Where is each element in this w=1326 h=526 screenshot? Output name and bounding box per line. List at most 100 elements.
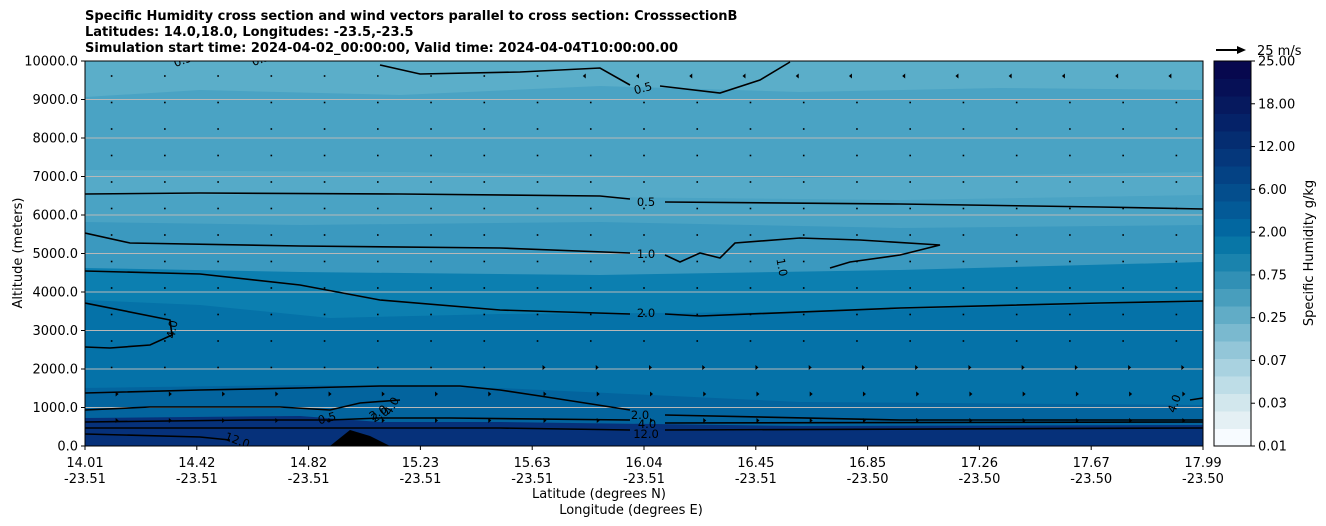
y-tick-label: 1000.0 [33,401,79,416]
wind-vector [696,207,699,210]
wind-vector [377,340,379,342]
y-tick-label: 5000.0 [33,247,79,262]
wind-vector [643,101,645,104]
colorbar-label: Specific Humidity g/kg [1302,180,1317,326]
y-tick-label: 3000.0 [33,324,79,339]
wind-vector [589,128,592,130]
wind-vector [643,313,645,316]
wind-vector [110,207,113,210]
wind-vector [749,128,752,130]
y-tick-label: 9000.0 [33,93,79,108]
wind-vector [589,340,592,342]
wind-vector [696,234,699,236]
x-tick-label-lon: -23.51 [64,472,106,487]
wind-vector [270,128,273,130]
wind-vector [848,73,852,79]
wind-vector [643,154,645,157]
x-tick-label-lon: -23.50 [1182,472,1224,487]
wind-vector [430,154,432,157]
colorbar-swatch [1214,218,1251,237]
wind-vector [755,365,759,370]
y-tick-label: 0.0 [57,440,78,455]
wind-vector [1122,260,1124,263]
colorbar-swatch [1214,61,1251,79]
contour-label: 12.0 [633,427,659,441]
wind-vector [689,73,693,79]
wind-vector [217,101,219,104]
wind-vector [377,128,379,130]
wind-vector [702,365,706,370]
y-tick-label: 10000.0 [24,55,78,70]
wind-vector [168,418,172,423]
wind-vector [217,313,219,316]
wind-vector [643,234,645,236]
wind-vector [164,366,166,369]
wind-vector [962,287,965,289]
x-tick-label-lat: 14.42 [178,456,215,471]
wind-vector [1069,207,1071,210]
wind-vector [962,340,965,342]
wind-vector [962,207,965,210]
x-tick-label-lat: 17.67 [1073,456,1110,471]
x-tick-label-lat: 16.85 [849,456,886,471]
wind-vector [1069,101,1071,104]
colorbar-swatch [1214,113,1251,132]
wind-vector [649,365,652,370]
wind-vector [488,418,492,423]
wind-vector [589,154,592,157]
wind-vector [909,207,911,210]
wind-vector [323,287,326,289]
wind-vector [483,75,486,77]
wind-vector [1069,260,1071,263]
wind-vector [802,287,805,289]
wind-vector [856,340,858,342]
wind-vector [275,391,279,397]
wind-vector [1122,340,1124,342]
wind-vector [164,287,166,289]
contour-label: 4.0 [164,319,181,339]
wind-vector [217,154,219,157]
contour-line [85,385,631,411]
wind-vector [1175,340,1178,342]
quiver-key-arrow-head [1237,46,1246,54]
contour-line [659,61,791,94]
colorbar-tick-label: 18.00 [1258,97,1295,112]
wind-vector [650,418,653,423]
wind-vector [377,366,379,369]
wind-vector [110,75,113,77]
contour-line [85,399,401,411]
colorbar-frame [1213,60,1252,447]
colorbar-swatch [1214,96,1251,114]
wind-vector [270,75,273,77]
wind-vector [909,313,911,316]
contour-label: 2.0 [631,408,649,422]
wind-vectors [110,73,1186,423]
wind-vector [1061,73,1065,79]
wind-vector [270,260,273,263]
wind-vector [110,101,113,104]
wind-vector [328,418,332,423]
wind-vector [1175,181,1178,183]
wind-vector [802,207,805,210]
wind-vector [483,181,486,183]
wind-vector [962,128,965,130]
x-tick-label-lat: 14.82 [290,456,327,471]
colorbar-swatch [1214,131,1251,149]
wind-vector [377,154,379,157]
wind-vector [1069,313,1071,316]
wind-vector [164,313,166,316]
x-tick-label-lon: -23.50 [958,472,1000,487]
wind-vector [430,207,432,210]
wind-vector [589,101,592,104]
wind-vector [164,181,166,183]
wind-vector [916,418,920,423]
wind-vector [430,366,432,369]
wind-vector [168,391,172,397]
wind-vector [596,418,600,423]
wind-vector [749,181,752,183]
wind-vector [483,366,486,369]
wind-vector [270,366,273,369]
colorbar: 0.01 0.03 0.07 0.25 0.75 2.00 6.00 12.00 18.00 25… [1213,55,1295,455]
wind-vector [1015,128,1018,130]
wind-vector [595,365,599,370]
